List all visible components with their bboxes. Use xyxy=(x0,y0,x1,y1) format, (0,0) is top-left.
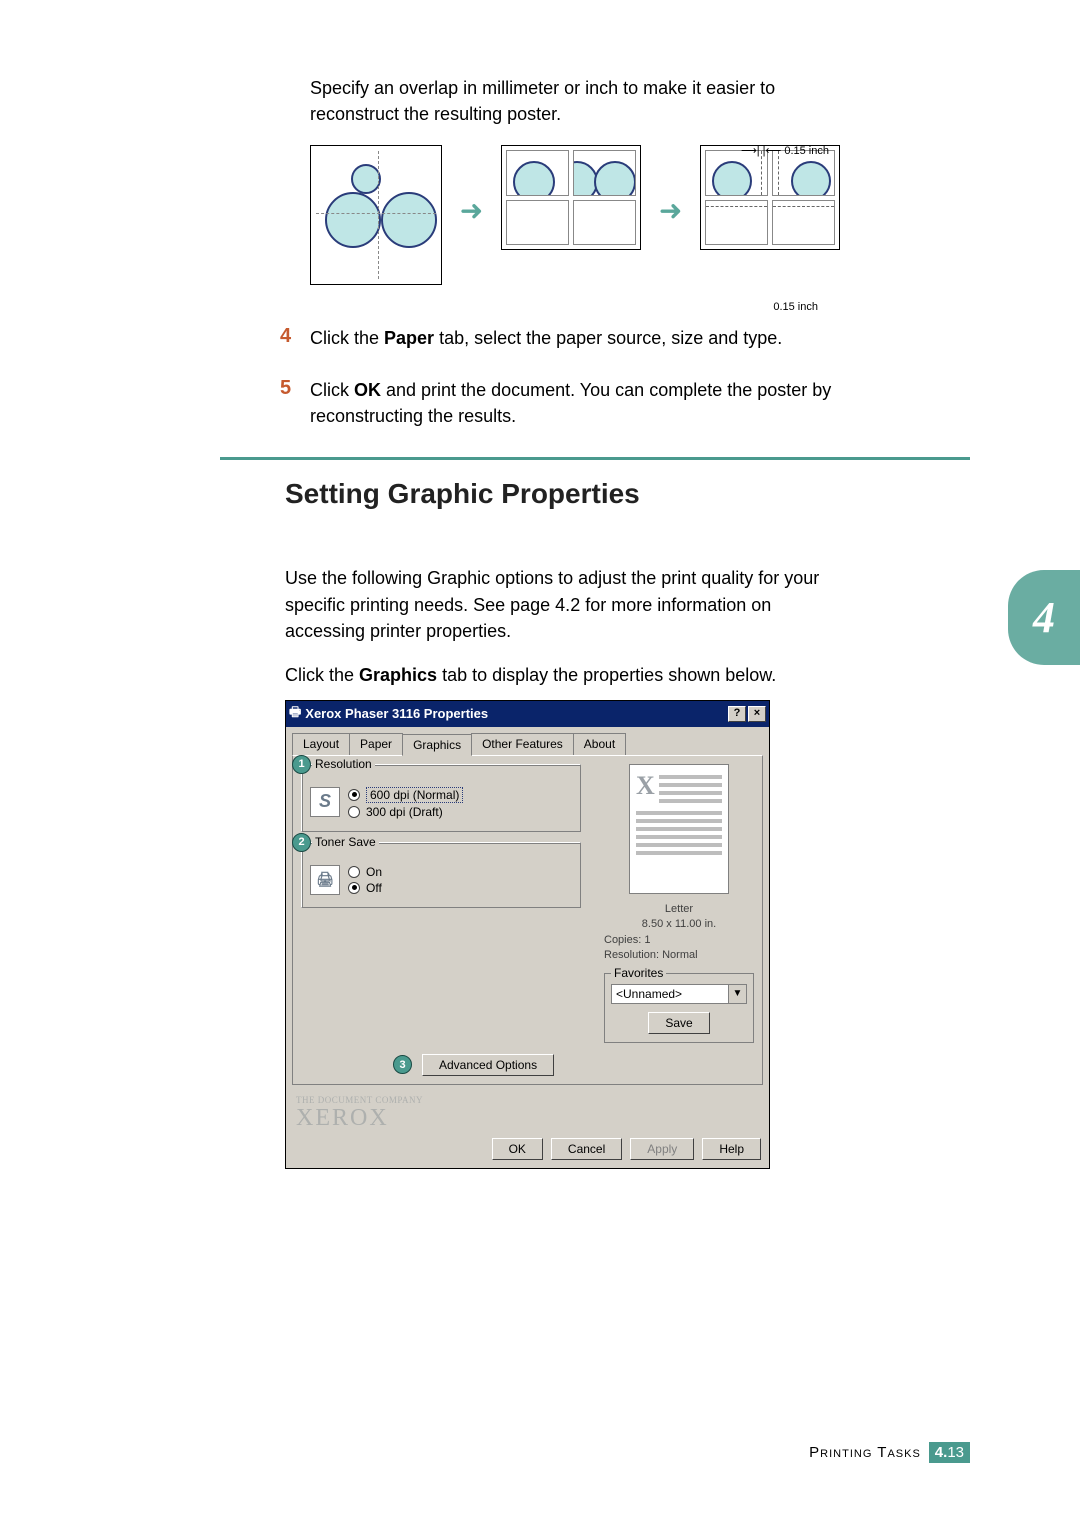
callout-1: 1 xyxy=(292,755,311,774)
dialog-tabs: Layout Paper Graphics Other Features Abo… xyxy=(286,727,769,755)
poster-panel-overlap: ⟶| |⟵ 0.15 inch xyxy=(700,145,840,250)
printer-properties-dialog: 🖶 Xerox Phaser 3116 Properties ? × Layou… xyxy=(285,700,770,1169)
radio-icon xyxy=(348,806,360,818)
radio-icon xyxy=(348,882,360,894)
radio-icon xyxy=(348,789,360,801)
cancel-button[interactable]: Cancel xyxy=(551,1138,622,1160)
radio-600dpi[interactable]: 600 dpi (Normal) xyxy=(348,787,570,803)
section-separator xyxy=(220,457,970,460)
section-block: Setting Graphic Properties Use the follo… xyxy=(285,478,825,1168)
advanced-options-button[interactable]: Advanced Options xyxy=(422,1054,554,1076)
toner-save-group: 2 Toner Save 🖨 On Off xyxy=(301,842,581,908)
radio-icon xyxy=(348,866,360,878)
radio-label: 600 dpi (Normal) xyxy=(366,787,463,803)
step-text: Click the Paper tab, select the paper so… xyxy=(310,325,850,351)
poster-overlap-illustration: ➜ ➜ xyxy=(310,145,840,285)
favorites-dropdown[interactable]: <Unnamed> ▼ xyxy=(611,984,747,1004)
step-5: 5 Click OK and print the document. You c… xyxy=(310,377,850,429)
callout-2: 2 xyxy=(292,833,311,852)
toner-icon: 🖨 xyxy=(310,865,340,895)
illustration-row: ➜ ➜ xyxy=(310,145,840,285)
preview-info: Letter 8.50 x 11.00 in. Copies: 1 Resolu… xyxy=(604,902,754,964)
preview-x-icon: X xyxy=(636,771,655,807)
arrow-icon: ➜ xyxy=(460,194,483,227)
tab-layout[interactable]: Layout xyxy=(292,733,350,755)
favorites-group: Favorites <Unnamed> ▼ Save xyxy=(604,973,754,1043)
tab-other-features[interactable]: Other Features xyxy=(471,733,574,755)
radio-label: Off xyxy=(366,881,382,895)
section-heading: Setting Graphic Properties xyxy=(285,478,825,510)
tab-about[interactable]: About xyxy=(573,733,626,755)
radio-toner-on[interactable]: On xyxy=(348,865,570,879)
radio-300dpi[interactable]: 300 dpi (Draft) xyxy=(348,805,570,819)
help-button[interactable]: Help xyxy=(702,1138,761,1160)
footer-label: Printing Tasks xyxy=(809,1444,921,1461)
chevron-down-icon: ▼ xyxy=(728,985,746,1003)
page-preview: X xyxy=(629,764,729,894)
step-4: 4 Click the Paper tab, select the paper … xyxy=(310,325,850,351)
section-paragraph-1: Use the following Graphic options to adj… xyxy=(285,565,825,643)
intro-paragraph: Specify an overlap in millimeter or inch… xyxy=(310,75,850,127)
dialog-button-row: OK Cancel Apply Help xyxy=(286,1132,769,1168)
xerox-brand: THE DOCUMENT COMPANY XEROX xyxy=(286,1091,769,1132)
resolution-group: 1 Resolution S 600 dpi (Normal) 300 dpi … xyxy=(301,764,581,832)
ok-button[interactable]: OK xyxy=(492,1138,543,1160)
document-page: Specify an overlap in millimeter or inch… xyxy=(0,0,1080,1523)
favorites-legend: Favorites xyxy=(611,966,666,980)
section-paragraph-2: Click the Graphics tab to display the pr… xyxy=(285,662,825,688)
dialog-title: Xerox Phaser 3116 Properties xyxy=(305,706,488,721)
apply-button[interactable]: Apply xyxy=(630,1138,694,1160)
step-number: 5 xyxy=(280,377,291,400)
radio-toner-off[interactable]: Off xyxy=(348,881,570,895)
resolution-legend: Resolution xyxy=(312,757,375,771)
dialog-tab-body: 1 Resolution S 600 dpi (Normal) 300 dpi … xyxy=(292,755,763,1085)
dialog-right-column: X Letter 8.50 x 11.00 in. Copies: 1 Reso… xyxy=(604,764,754,1044)
callout-3: 3 xyxy=(393,1055,412,1074)
arrow-icon: ➜ xyxy=(659,194,682,227)
page-footer: Printing Tasks 4.13 xyxy=(809,1442,970,1463)
dialog-titlebar: 🖶 Xerox Phaser 3116 Properties ? × xyxy=(286,701,769,727)
overlap-label-vertical: 0.15 inch xyxy=(773,301,818,313)
poster-panel-full xyxy=(310,145,442,285)
help-button[interactable]: ? xyxy=(728,706,746,722)
poster-panel-split xyxy=(501,145,641,250)
printer-icon: 🖶 xyxy=(289,703,301,725)
radio-label: 300 dpi (Draft) xyxy=(366,805,443,819)
overlap-label-horizontal: ⟶| |⟵ 0.15 inch xyxy=(741,144,829,157)
tab-paper[interactable]: Paper xyxy=(349,733,403,755)
chapter-number: 4 xyxy=(1033,592,1055,643)
favorites-save-button[interactable]: Save xyxy=(648,1012,709,1034)
tab-graphics[interactable]: Graphics xyxy=(402,734,472,756)
toner-legend: Toner Save xyxy=(312,835,379,849)
resolution-sample-icon: S xyxy=(310,787,340,817)
favorites-value: <Unnamed> xyxy=(612,987,728,1001)
advanced-row: 3 Advanced Options xyxy=(393,1054,554,1076)
content-column: Specify an overlap in millimeter or inch… xyxy=(310,75,850,429)
close-button[interactable]: × xyxy=(748,706,766,722)
step-text: Click OK and print the document. You can… xyxy=(310,377,850,429)
chapter-tab: 4 xyxy=(1008,570,1080,665)
step-number: 4 xyxy=(280,325,291,348)
radio-label: On xyxy=(366,865,382,879)
footer-page-badge: 4.13 xyxy=(929,1442,970,1463)
